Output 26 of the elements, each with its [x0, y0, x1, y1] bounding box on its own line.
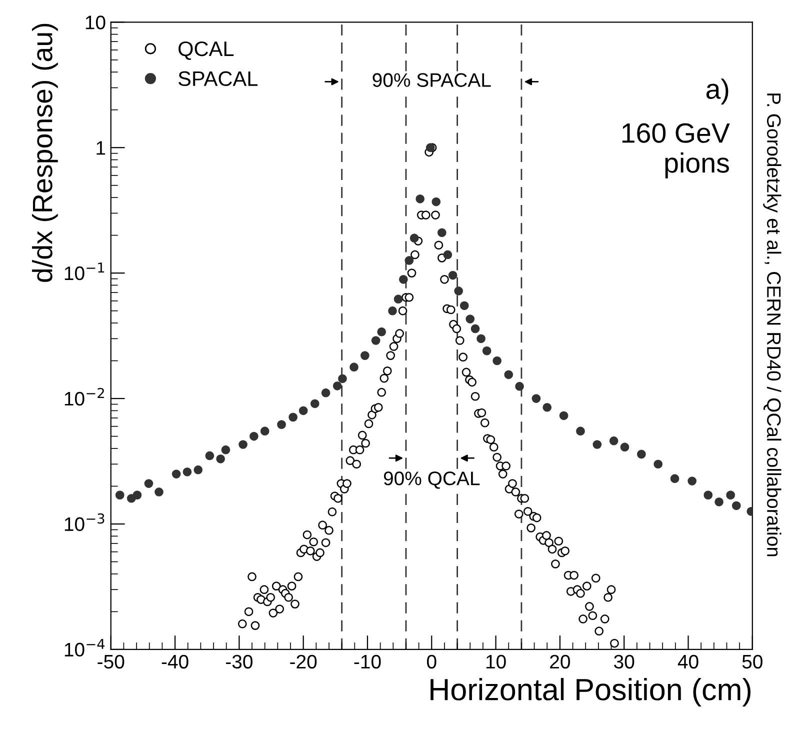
x-tick-label: 0 [426, 654, 436, 669]
y-tick-label: 10$^{−3}$ [64, 513, 104, 532]
y-tick-label: 10$^{−1}$ [64, 262, 104, 280]
x-tick-label: 30 [614, 654, 634, 669]
text: P. Gorodetzky et al., CERN RD40 / QCal collaboration [763, 94, 782, 556]
legend-label: SPACAL [178, 71, 258, 86]
x-tick-label: 10 [486, 654, 506, 669]
x-tick-label: 50 [742, 654, 762, 669]
x-tick-label: 20 [550, 654, 570, 669]
annotation: 90% QCAL [384, 472, 480, 489]
y-tick-label: 10 [86, 16, 106, 30]
x-tick-label: -10 [354, 654, 381, 669]
annotation: 160 GeV pions [622, 123, 730, 178]
x-tick-label: -40 [162, 654, 188, 669]
y-tick-label: 10$^{−4}$ [64, 638, 105, 657]
x-tick-label: 40 [678, 654, 698, 669]
annotation: a) [706, 78, 728, 104]
annotation: 90% SPACAL [372, 73, 491, 87]
x-tick-label: -50 [98, 654, 124, 669]
y-tick-label: 1 [96, 141, 106, 155]
x-tick-label: -30 [226, 654, 252, 669]
legend-label: QCAL [178, 41, 234, 60]
x-tick-label: -20 [290, 654, 317, 669]
x-axis-title: Horizontal Position (cm) [430, 678, 751, 706]
y-axis-title: d/dx (Response) (au) [32, 24, 58, 282]
y-tick-label: 10$^{−2}$ [64, 388, 104, 406]
